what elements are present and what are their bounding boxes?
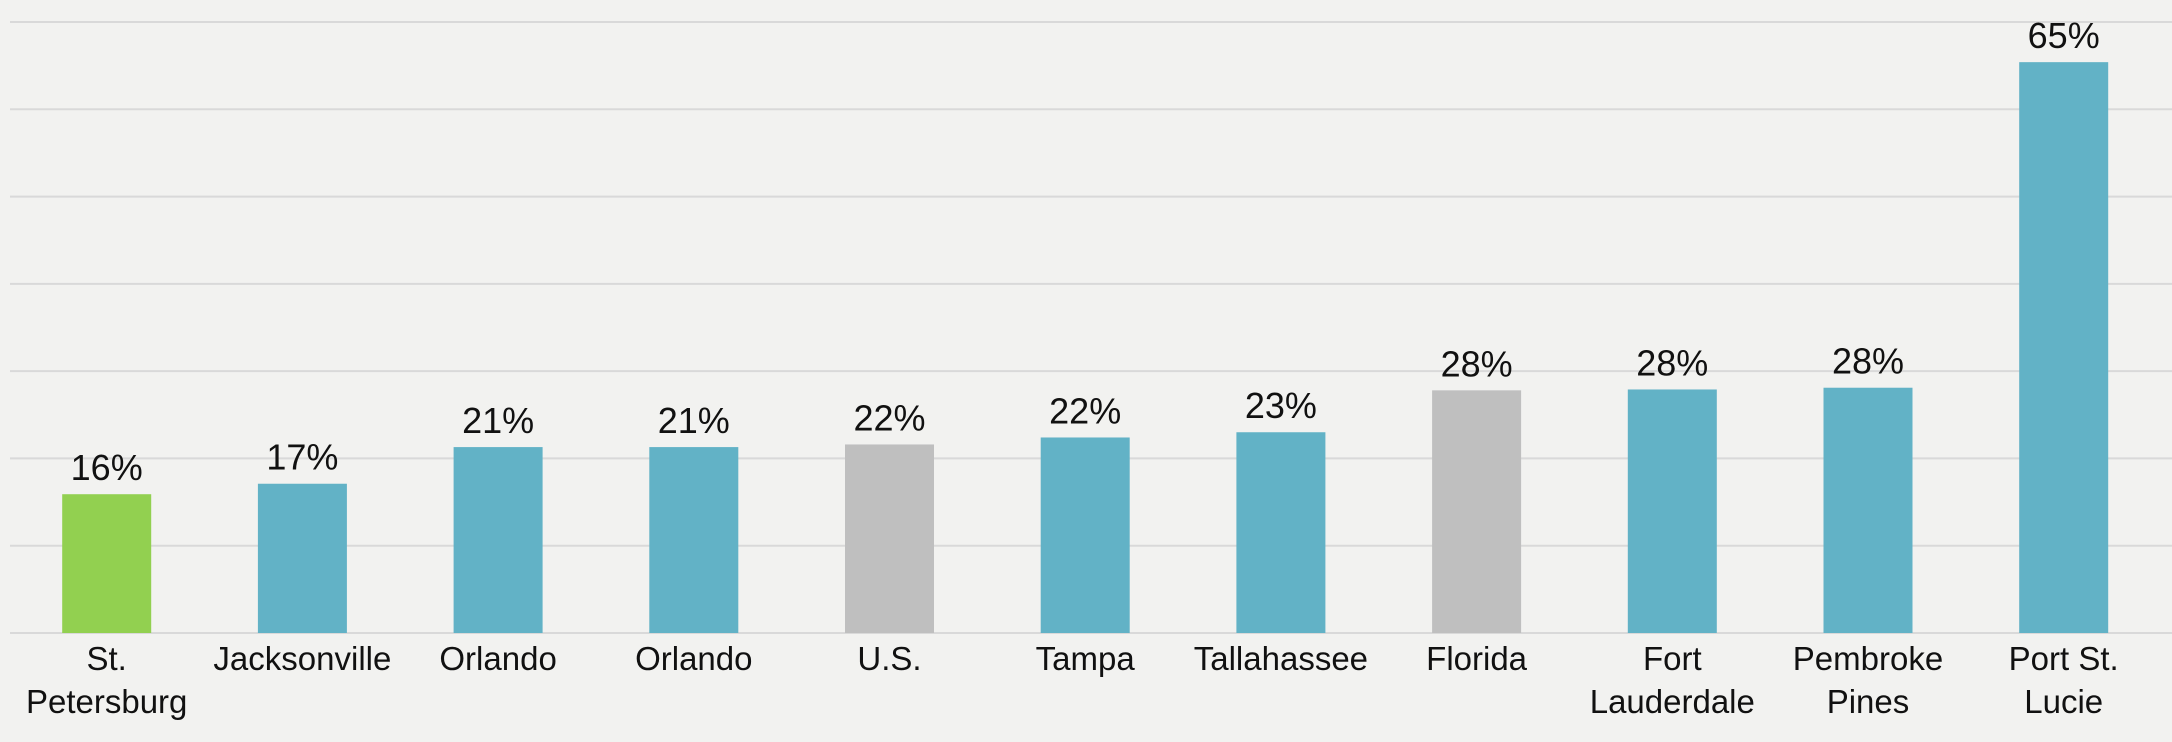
x-tick-label: Tallahassee (1193, 640, 1369, 677)
x-tick-label: Port St. Lucie (2008, 640, 2119, 720)
bar (1432, 390, 1522, 633)
bar (1040, 437, 1130, 633)
value-label: 16% (71, 447, 143, 488)
value-label: 21% (658, 400, 730, 441)
bar (1823, 387, 1913, 633)
bar (62, 494, 152, 633)
bar (257, 483, 347, 633)
value-label: 21% (462, 400, 534, 441)
x-tick-label: Tampa (1035, 640, 1135, 677)
x-tick-label: Pembroke Pines (1792, 640, 1944, 720)
bar (453, 447, 543, 633)
value-label: 22% (853, 397, 925, 438)
value-label: 65% (2028, 15, 2100, 56)
bar (2019, 62, 2109, 633)
x-tick-label: Orlando (635, 640, 753, 677)
x-tick-label: Florida (1426, 640, 1528, 677)
value-label: 23% (1245, 385, 1317, 426)
bar (1236, 432, 1326, 633)
value-label: 17% (266, 437, 338, 478)
x-tick-label: Orlando (439, 640, 557, 677)
value-label: 28% (1441, 343, 1513, 384)
x-tick-label: Fort Lauderdale (1589, 640, 1755, 720)
bar (649, 447, 739, 633)
bar (845, 444, 934, 633)
bar (1627, 389, 1717, 633)
x-tick-label: U.S. (857, 640, 922, 677)
x-tick-label: Jacksonville (213, 640, 392, 677)
value-label: 28% (1832, 341, 1904, 382)
value-label: 28% (1636, 342, 1708, 383)
x-tick-label: St. Petersburg (25, 640, 188, 720)
value-label: 22% (1049, 390, 1121, 431)
